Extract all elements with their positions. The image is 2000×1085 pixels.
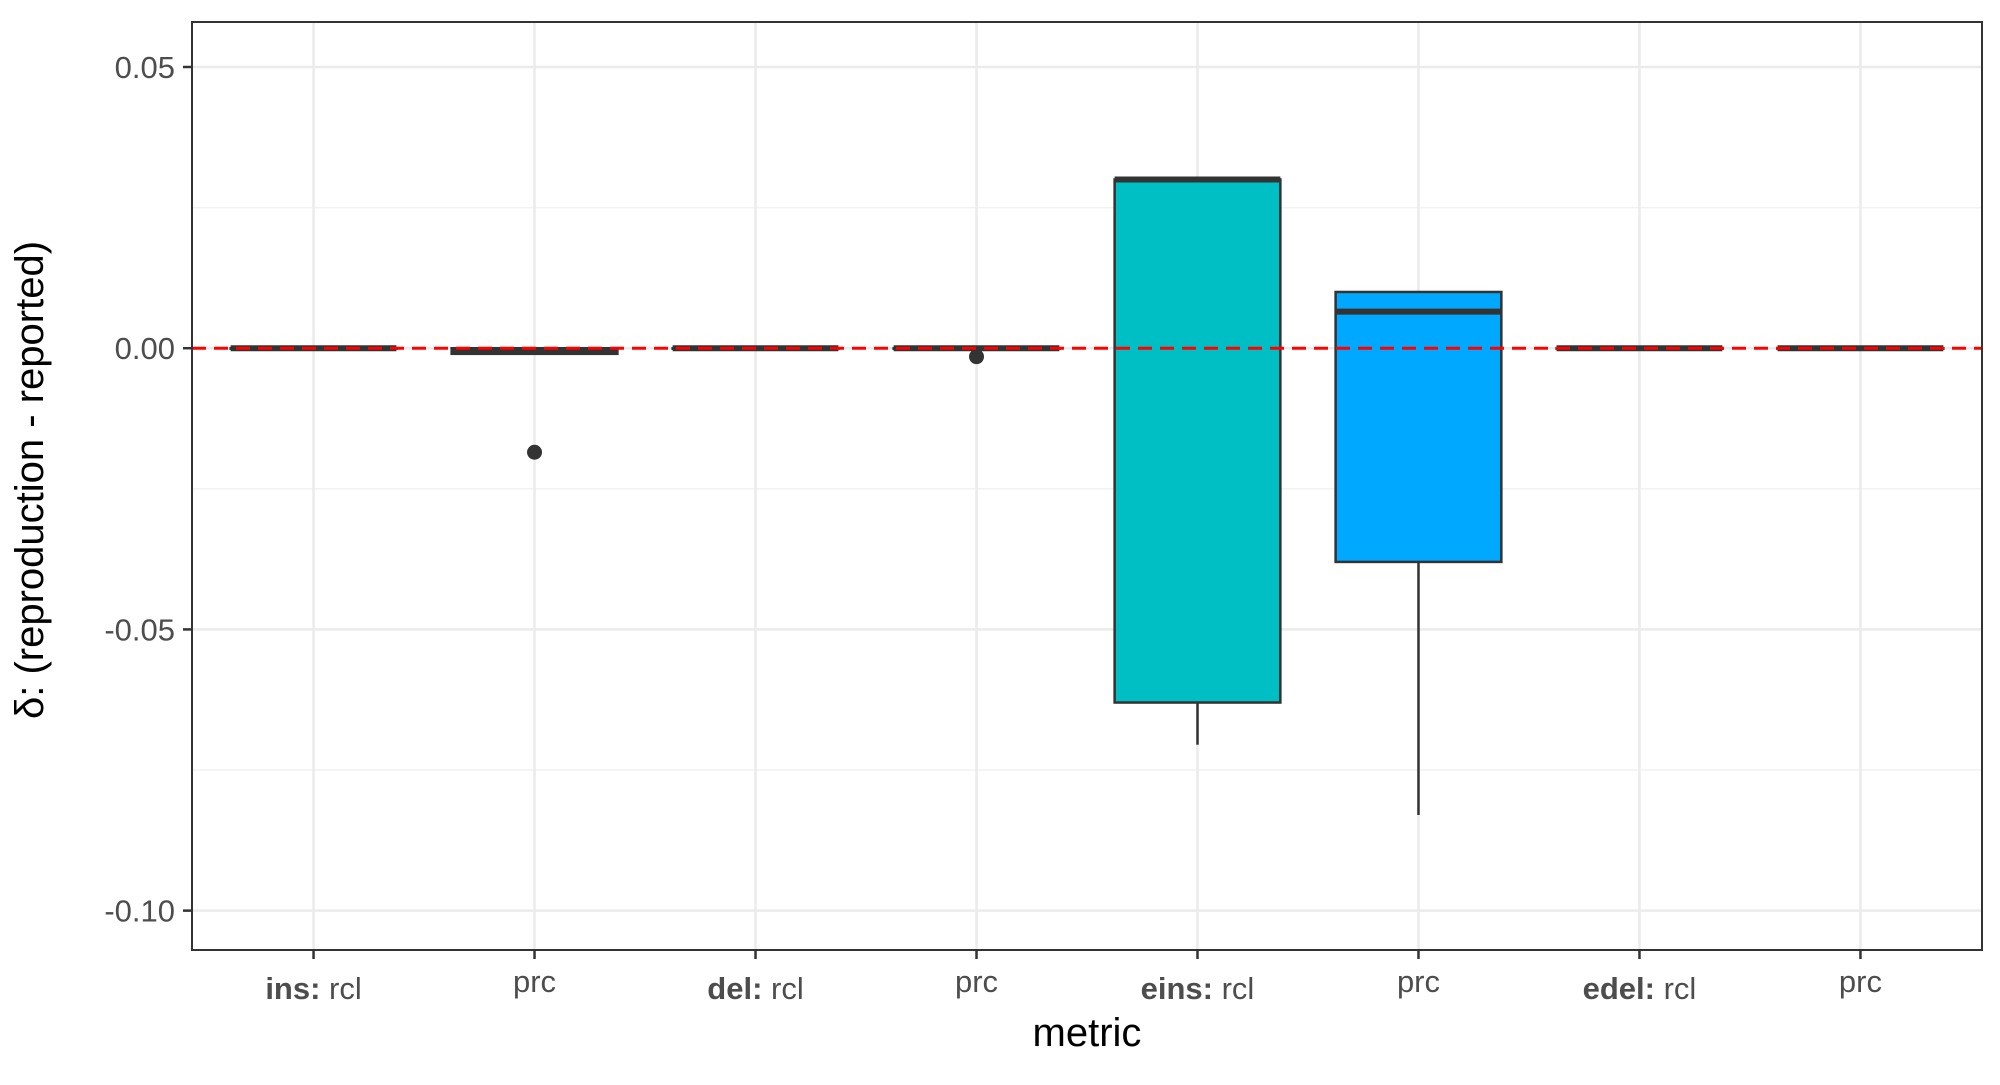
x-tick-label-group: ins: xyxy=(265,971,320,1006)
box-4 xyxy=(1113,176,1282,745)
x-tick-label-metric: rcl xyxy=(762,971,803,1006)
x-tick-label: prc xyxy=(1839,964,1882,999)
x-tick-label: ins: rcl xyxy=(265,971,361,1006)
box-body xyxy=(1113,178,1282,704)
y-tick-label: 0.00 xyxy=(115,331,175,366)
y-axis-title: δ: (reproduction - reported) xyxy=(8,241,52,719)
y-axis: 0.05 0.00 -0.05 -0.10 xyxy=(104,50,192,929)
y-tick-label: -0.10 xyxy=(104,894,175,929)
box-5 xyxy=(1334,290,1503,816)
x-tick-label-metric: prc xyxy=(513,964,556,999)
x-axis: ins: rcl prc del: rcl prc eins: rcl prc edel: … xyxy=(265,950,1882,1006)
x-tick-label: del: rcl xyxy=(707,971,803,1006)
box-body xyxy=(1334,290,1503,564)
outlier-point xyxy=(969,349,985,365)
x-tick-label: prc xyxy=(513,964,556,999)
x-tick-label-group: del: xyxy=(707,971,762,1006)
x-tick-label-metric: prc xyxy=(1839,964,1882,999)
x-tick-label-metric: rcl xyxy=(1655,971,1696,1006)
x-tick-label-metric: rcl xyxy=(320,971,361,1006)
x-tick-label: prc xyxy=(955,964,998,999)
x-tick-label: edel: rcl xyxy=(1583,971,1697,1006)
panel-border xyxy=(191,21,1983,951)
panel-background xyxy=(192,22,1982,950)
x-tick-label-metric: rcl xyxy=(1213,971,1254,1006)
x-tick-label-group: eins: xyxy=(1141,971,1213,1006)
x-tick-label-metric: prc xyxy=(955,964,998,999)
y-tick-label: -0.05 xyxy=(104,612,175,647)
x-tick-label-metric: prc xyxy=(1397,964,1440,999)
x-tick-label: prc xyxy=(1397,964,1440,999)
grid-layer xyxy=(192,22,1982,950)
y-tick-label: 0.05 xyxy=(115,50,175,85)
outlier-point xyxy=(527,444,543,460)
x-axis-title: metric xyxy=(1033,1011,1142,1055)
x-tick-label: eins: rcl xyxy=(1141,971,1255,1006)
x-tick-label-group: edel: xyxy=(1583,971,1655,1006)
boxes-layer xyxy=(192,176,1982,816)
